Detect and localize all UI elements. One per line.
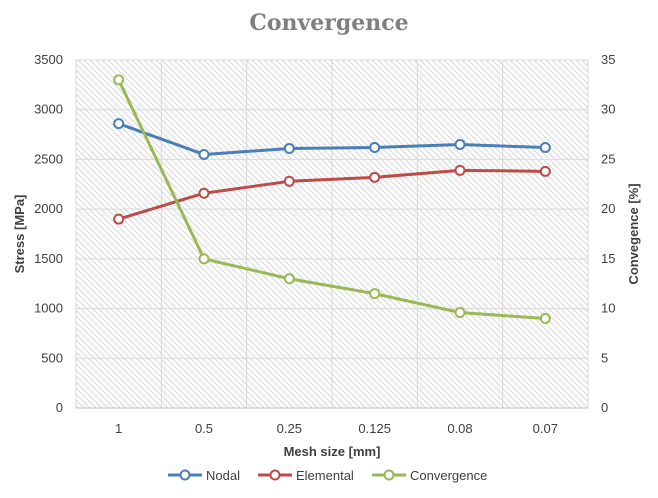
legend: Nodal Elemental Convergence bbox=[168, 468, 487, 483]
y-tick-label: 1500 bbox=[34, 251, 63, 266]
data-point-elemental bbox=[283, 175, 295, 187]
series bbox=[113, 74, 551, 325]
x-tick-label: 0.25 bbox=[277, 421, 302, 436]
series-nodal bbox=[113, 118, 551, 160]
series-line-nodal bbox=[117, 122, 547, 156]
data-point-convergence bbox=[454, 307, 466, 319]
y-tick-label: 1000 bbox=[34, 301, 63, 316]
series-line-convergence bbox=[117, 78, 547, 321]
legend-label: Elemental bbox=[296, 468, 354, 483]
y2-tick-label: 10 bbox=[601, 301, 615, 316]
x-tick-label: 1 bbox=[115, 421, 122, 436]
data-point-convergence bbox=[198, 253, 210, 265]
legend-marker bbox=[383, 469, 395, 481]
y-axis-title: Stress [MPa] bbox=[12, 195, 27, 274]
data-point-convergence bbox=[283, 273, 295, 285]
series-line-elemental bbox=[117, 168, 547, 221]
y2-tick-label: 25 bbox=[601, 151, 615, 166]
legend-item-nodal: Nodal bbox=[168, 468, 240, 483]
y-tick-label: 500 bbox=[41, 350, 63, 365]
gridlines bbox=[75, 59, 589, 409]
data-point-convergence bbox=[369, 288, 381, 300]
x-tick-label: 0.08 bbox=[447, 421, 472, 436]
series-convergence bbox=[113, 74, 551, 325]
legend-marker bbox=[269, 469, 281, 481]
legend-item-convergence: Convergence bbox=[372, 468, 487, 483]
legend-item-elemental: Elemental bbox=[258, 468, 354, 483]
data-point-convergence bbox=[539, 313, 551, 325]
data-point-elemental bbox=[198, 187, 210, 199]
y2-tick-label: 5 bbox=[601, 350, 608, 365]
axes: 0 0 500 5 1000 10 1500 15 2000 20 2500 25 3000 30 3500… bbox=[34, 52, 615, 436]
y-tick-label: 0 bbox=[56, 400, 63, 415]
y-tick-label: 2500 bbox=[34, 151, 63, 166]
data-point-nodal bbox=[198, 148, 210, 160]
data-point-elemental bbox=[113, 213, 125, 225]
chart-title: Convergence bbox=[249, 10, 408, 36]
data-point-elemental bbox=[454, 164, 466, 176]
data-point-convergence bbox=[113, 74, 125, 86]
y-tick-label: 2000 bbox=[34, 201, 63, 216]
x-tick-label: 0.125 bbox=[358, 421, 391, 436]
legend-label: Nodal bbox=[206, 468, 240, 483]
y2-tick-label: 15 bbox=[601, 251, 615, 266]
data-point-nodal bbox=[454, 139, 466, 151]
data-point-elemental bbox=[369, 171, 381, 183]
y2-tick-label: 30 bbox=[601, 102, 615, 117]
data-point-elemental bbox=[539, 165, 551, 177]
data-point-nodal bbox=[539, 141, 551, 153]
data-point-nodal bbox=[369, 141, 381, 153]
y2-tick-label: 0 bbox=[601, 400, 608, 415]
legend-label: Convergence bbox=[410, 468, 487, 483]
y2-axis-title: Convegence [%] bbox=[626, 183, 641, 284]
y-tick-label: 3000 bbox=[34, 102, 63, 117]
x-tick-label: 0.07 bbox=[533, 421, 558, 436]
x-tick-label: 0.5 bbox=[195, 421, 213, 436]
legend-marker bbox=[179, 469, 191, 481]
y2-tick-label: 35 bbox=[601, 52, 615, 67]
data-point-nodal bbox=[283, 142, 295, 154]
x-axis-title: Mesh size [mm] bbox=[284, 444, 381, 459]
data-point-nodal bbox=[113, 118, 125, 130]
y2-tick-label: 20 bbox=[601, 201, 615, 216]
y-tick-label: 3500 bbox=[34, 52, 63, 67]
series-elemental bbox=[113, 164, 551, 225]
